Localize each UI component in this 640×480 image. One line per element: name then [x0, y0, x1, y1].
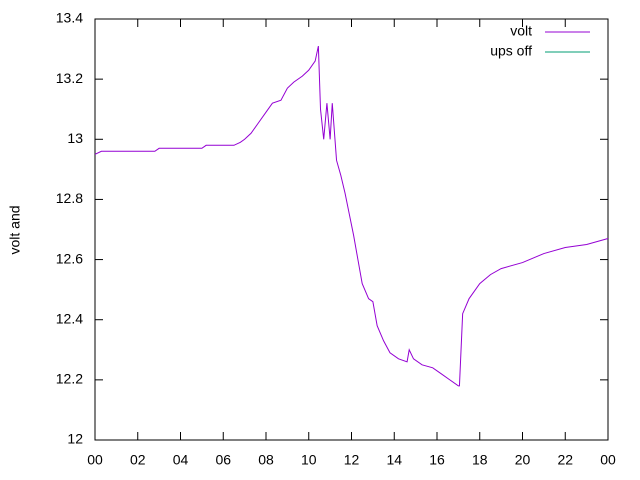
y-tick-label: 12.2 — [56, 371, 83, 387]
y-tick-label: 12.6 — [56, 250, 83, 266]
x-tick-label: 22 — [557, 452, 573, 468]
legend-label: volt — [510, 23, 532, 39]
x-tick-label: 04 — [173, 452, 189, 468]
x-tick-label: 20 — [515, 452, 531, 468]
x-tick-label: 14 — [386, 452, 402, 468]
x-tick-label: 00 — [87, 452, 103, 468]
series-line — [94, 45, 609, 387]
y-tick-label: 12.4 — [56, 310, 83, 326]
x-tick-label: 18 — [472, 452, 488, 468]
x-tick-label: 06 — [215, 452, 231, 468]
x-tick-label: 12 — [344, 452, 360, 468]
y-tick-label: 12.8 — [56, 190, 83, 206]
y-tick-label: 13.2 — [56, 70, 83, 86]
x-tick-label: 08 — [258, 452, 274, 468]
y-tick-label: 12 — [67, 431, 83, 447]
y-axis-label: volt and — [7, 205, 23, 254]
x-tick-label: 10 — [301, 452, 317, 468]
x-tick-label: 16 — [429, 452, 445, 468]
x-tick-label: 02 — [130, 452, 146, 468]
legend-label: ups off — [490, 43, 532, 59]
y-tick-label: 13 — [67, 130, 83, 146]
x-tick-label: 00 — [600, 452, 616, 468]
plot-border — [94, 18, 609, 441]
y-tick-label: 13.4 — [56, 10, 83, 26]
